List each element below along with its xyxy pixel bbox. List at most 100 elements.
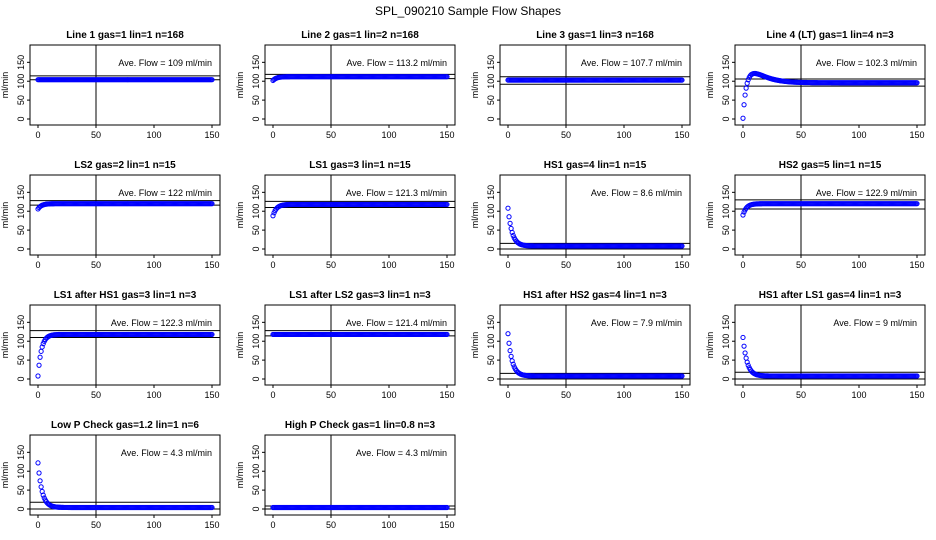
- data-point: [507, 348, 513, 354]
- average-flow-annotation: Ave. Flow = 113.2 ml/min: [347, 58, 447, 68]
- x-tick-label: 150: [439, 390, 454, 400]
- data-point: [506, 214, 512, 220]
- y-tick-label: 0: [251, 116, 261, 121]
- data-point: [508, 353, 514, 359]
- y-tick-label: 0: [16, 506, 26, 511]
- y-axis-label: ml/min: [235, 462, 245, 489]
- average-flow-annotation: Ave. Flow = 4.3 ml/min: [356, 448, 447, 458]
- average-flow-annotation: Ave. Flow = 7.9 ml/min: [591, 318, 682, 328]
- y-tick-label: 0: [486, 116, 496, 121]
- panel-frame: [264, 44, 456, 126]
- data-point: [742, 92, 748, 98]
- y-tick-label: 0: [721, 376, 731, 381]
- x-tick-label: 150: [204, 260, 219, 270]
- y-tick-label: 0: [16, 246, 26, 251]
- panel-title: HS1 after HS2 gas=4 lin=1 n=3: [523, 290, 667, 301]
- y-tick-label: 100: [16, 204, 26, 219]
- data-point: [40, 341, 46, 347]
- y-tick-label: 50: [251, 355, 261, 365]
- data-point: [507, 220, 513, 226]
- x-tick-label: 100: [381, 520, 396, 530]
- average-flow-annotation: Ave. Flow = 4.3 ml/min: [121, 448, 212, 458]
- y-tick-label: 50: [721, 355, 731, 365]
- data-point: [37, 478, 43, 484]
- data-point: [39, 344, 45, 350]
- y-tick-label: 50: [16, 485, 26, 495]
- x-tick-label: 50: [91, 130, 101, 140]
- x-tick-label: 50: [796, 390, 806, 400]
- x-tick-label: 50: [91, 520, 101, 530]
- panel-11: HS1 after HS2 gas=4 lin=1 n=3 ml/min 0 50 10…: [470, 290, 691, 400]
- y-tick-label: 150: [486, 315, 496, 330]
- x-tick-label: 50: [796, 130, 806, 140]
- panel-frame: [264, 434, 456, 516]
- x-tick-label: 50: [561, 130, 571, 140]
- panel-10: LS1 after LS2 gas=3 lin=1 n=3 ml/min 0 50 10…: [235, 290, 456, 400]
- x-tick-label: 0: [270, 390, 275, 400]
- x-tick-label: 150: [204, 130, 219, 140]
- y-tick-label: 100: [721, 74, 731, 89]
- y-tick-label: 150: [16, 185, 26, 200]
- x-tick-label: 150: [204, 390, 219, 400]
- y-axis-label: ml/min: [470, 72, 480, 99]
- panel-title: High P Check gas=1 lin=0.8 n=3: [285, 420, 436, 431]
- panel-5: LS2 gas=2 lin=1 n=15 ml/min 0 50 100 150 0 50 10…: [0, 160, 221, 270]
- x-tick-label: 0: [270, 520, 275, 530]
- x-tick-label: 100: [851, 390, 866, 400]
- x-tick-label: 50: [91, 390, 101, 400]
- y-tick-label: 50: [16, 355, 26, 365]
- y-axis-label: ml/min: [235, 72, 245, 99]
- panel-6: LS1 gas=3 lin=1 n=15 ml/min 0 50 100 150 0 50 10…: [235, 160, 456, 270]
- data-point: [914, 373, 920, 379]
- x-tick-label: 0: [270, 130, 275, 140]
- x-tick-label: 150: [909, 260, 924, 270]
- average-flow-annotation: Ave. Flow = 122.9 ml/min: [816, 188, 917, 198]
- data-point: [679, 77, 685, 83]
- y-tick-label: 0: [251, 506, 261, 511]
- panel-14: High P Check gas=1 lin=0.8 n=3 ml/min 0 50 1…: [235, 420, 456, 530]
- x-tick-label: 100: [381, 130, 396, 140]
- y-tick-label: 50: [486, 225, 496, 235]
- y-tick-label: 50: [16, 225, 26, 235]
- x-tick-label: 50: [326, 390, 336, 400]
- data-point: [509, 358, 515, 364]
- data-point: [742, 350, 748, 356]
- x-tick-label: 150: [674, 390, 689, 400]
- data-point: [36, 470, 42, 476]
- y-tick-label: 100: [486, 334, 496, 349]
- y-tick-label: 100: [721, 204, 731, 219]
- y-tick-label: 100: [251, 464, 261, 479]
- x-tick-label: 150: [439, 520, 454, 530]
- panel-title: LS2 gas=2 lin=1 n=15: [74, 160, 176, 171]
- y-tick-label: 100: [251, 204, 261, 219]
- panel-frame: [264, 304, 456, 386]
- data-point: [740, 212, 746, 218]
- panel-frame: [29, 44, 221, 126]
- x-tick-label: 0: [740, 130, 745, 140]
- data-point: [745, 77, 751, 83]
- average-flow-annotation: Ave. Flow = 121.4 ml/min: [346, 318, 447, 328]
- x-tick-label: 0: [740, 390, 745, 400]
- data-point: [679, 243, 685, 249]
- y-tick-label: 150: [251, 55, 261, 70]
- y-axis-label: ml/min: [470, 332, 480, 359]
- panel-title: HS2 gas=5 lin=1 n=15: [779, 160, 882, 171]
- x-tick-label: 0: [35, 260, 40, 270]
- data-point: [38, 484, 44, 490]
- x-tick-label: 50: [326, 520, 336, 530]
- y-tick-label: 150: [16, 315, 26, 330]
- x-tick-label: 0: [740, 260, 745, 270]
- x-tick-label: 0: [270, 260, 275, 270]
- y-tick-label: 150: [251, 185, 261, 200]
- panel-title: HS1 after LS1 gas=4 lin=1 n=3: [759, 290, 902, 301]
- y-tick-label: 50: [721, 225, 731, 235]
- panel-title: Line 4 (LT) gas=1 lin=4 n=3: [766, 30, 894, 41]
- y-tick-label: 150: [486, 55, 496, 70]
- data-point: [914, 201, 920, 207]
- panel-frame: [734, 174, 926, 256]
- panel-title: LS1 after LS2 gas=3 lin=1 n=3: [289, 290, 431, 301]
- y-axis-label: ml/min: [0, 462, 10, 489]
- panel-title: Line 2 gas=1 lin=2 n=168: [301, 30, 419, 41]
- y-tick-label: 150: [721, 185, 731, 200]
- y-tick-label: 100: [16, 464, 26, 479]
